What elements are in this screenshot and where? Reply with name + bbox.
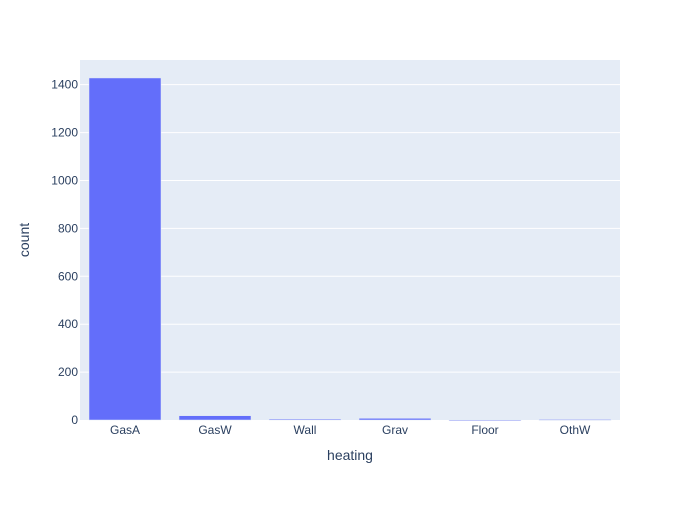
x-tick-label: Wall	[294, 423, 317, 437]
plot-area	[80, 60, 620, 420]
x-axis-label: heating	[327, 447, 373, 463]
y-tick-labels: 0 200 400 600 800 1000 1200 1400	[51, 78, 78, 427]
y-tick-label: 0	[71, 413, 78, 427]
y-tick-label: 1400	[51, 78, 78, 92]
x-tick-label: OthW	[560, 423, 591, 437]
x-tick-label: GasA	[110, 423, 140, 437]
bar-floor[interactable]	[448, 419, 522, 421]
y-tick-label: 1200	[51, 126, 78, 140]
gridlines	[80, 84, 620, 373]
y-tick-label: 600	[58, 269, 78, 283]
bar-othw[interactable]	[538, 419, 612, 421]
y-axis-label: count	[16, 223, 32, 257]
y-tick-label: 1000	[51, 173, 78, 187]
x-tick-labels: GasA GasW Wall Grav Floor OthW	[110, 423, 591, 437]
bar-wall[interactable]	[268, 418, 342, 421]
x-tick-label: GasW	[198, 423, 232, 437]
x-tick-label: Grav	[382, 423, 408, 437]
bars	[88, 77, 612, 421]
y-tick-label: 800	[58, 221, 78, 235]
y-tick-label: 400	[58, 317, 78, 331]
y-tick-label: 200	[58, 365, 78, 379]
bar-gasa[interactable]	[88, 77, 162, 421]
bar-grav[interactable]	[358, 418, 432, 421]
bar-gasw[interactable]	[178, 415, 252, 421]
x-tick-label: Floor	[471, 423, 498, 437]
